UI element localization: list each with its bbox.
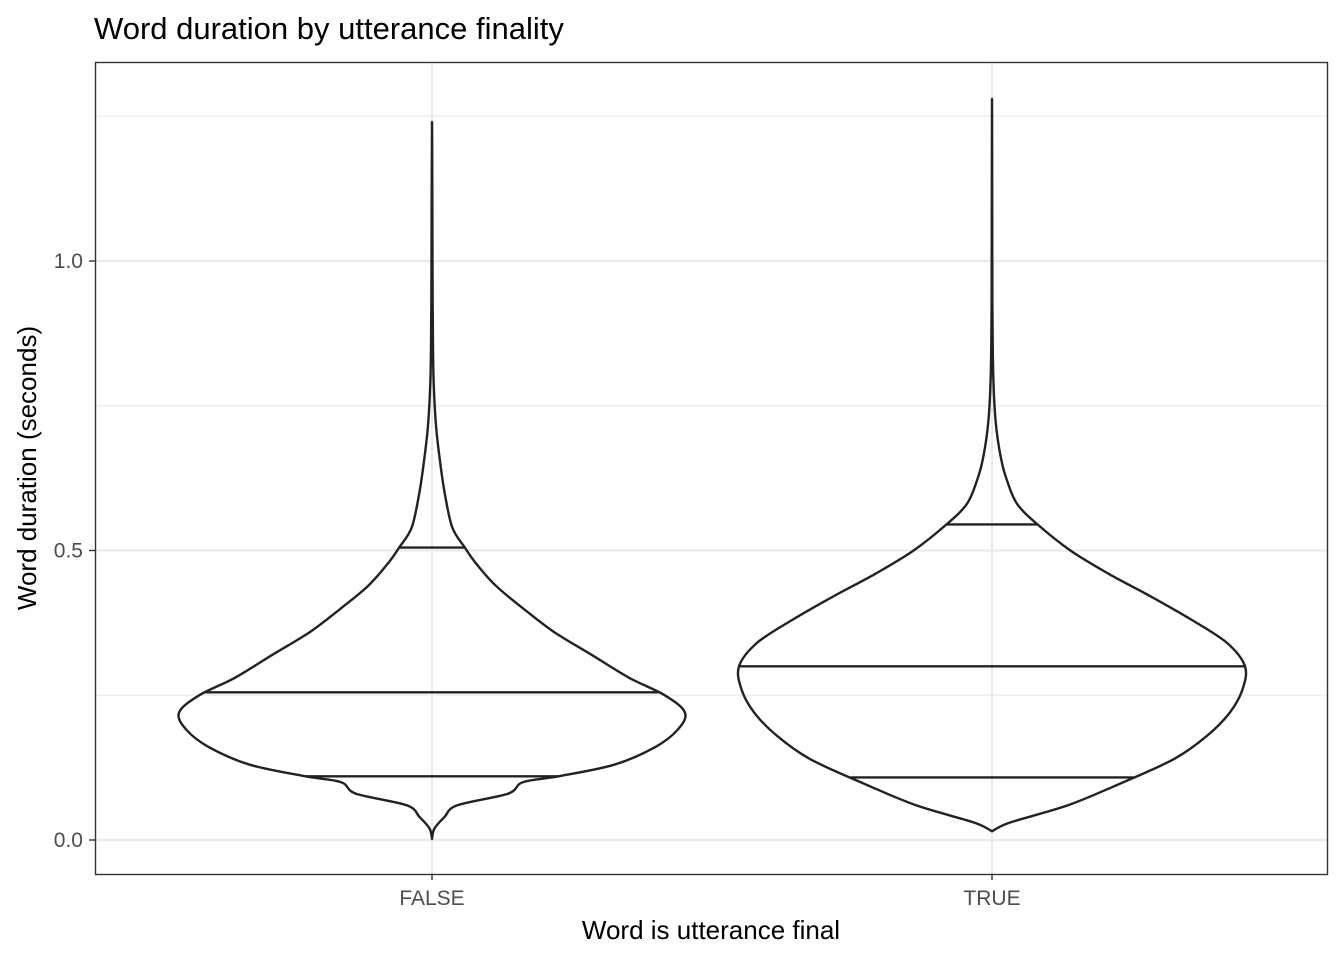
y-axis-title: Word duration (seconds) [12,326,42,610]
axes: 0.0 0.5 1.0 FALSE TRUE [54,250,1021,910]
violin-true [736,97,1248,833]
y-tick-label: 1.0 [54,250,83,273]
y-tick-label: 0.5 [54,540,83,563]
violin-false [177,120,687,840]
y-tick-label: 0.0 [54,829,83,852]
chart-title: Word duration by utterance finality [94,11,564,46]
grid [95,62,1327,874]
x-axis-title: Word is utterance final [582,915,840,945]
violins [177,97,1248,840]
x-tick-label: FALSE [399,887,464,910]
panel-border [94,61,1329,876]
x-tick-label: TRUE [963,887,1020,910]
